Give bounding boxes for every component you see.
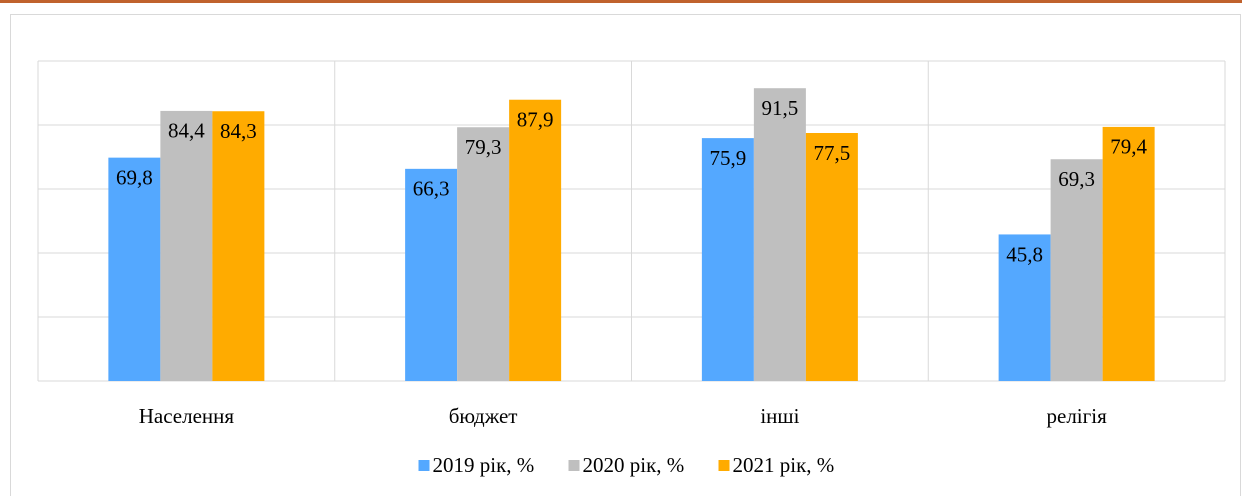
legend-swatch xyxy=(718,460,730,471)
x-tick-label: Населення xyxy=(139,404,235,428)
bar xyxy=(108,157,161,381)
data-label: 84,3 xyxy=(220,119,257,143)
bar xyxy=(1102,126,1155,381)
data-label: 79,4 xyxy=(1110,135,1147,159)
data-label: 69,3 xyxy=(1058,167,1095,191)
data-label: 69,8 xyxy=(116,165,153,189)
bar xyxy=(1050,159,1103,381)
bar xyxy=(998,234,1051,381)
bar xyxy=(701,138,754,381)
bar xyxy=(160,110,213,382)
bar xyxy=(509,99,562,381)
bar xyxy=(753,88,806,381)
data-label: 45,8 xyxy=(1006,242,1043,266)
legend-label: 2020 рік, % xyxy=(583,453,685,477)
data-label: 84,4 xyxy=(168,119,205,143)
bar xyxy=(212,111,265,382)
x-tick-label: інші xyxy=(760,404,799,428)
data-label: 66,3 xyxy=(413,177,450,201)
legend-swatch xyxy=(418,460,430,471)
chart-frame xyxy=(10,14,1241,496)
legend-swatch xyxy=(568,460,580,471)
legend-label: 2019 рік, % xyxy=(433,453,535,477)
bar xyxy=(457,127,510,382)
bar xyxy=(805,133,858,381)
x-tick-label: релігія xyxy=(1047,404,1108,428)
bar xyxy=(405,168,458,381)
data-label: 91,5 xyxy=(762,96,799,120)
data-label: 87,9 xyxy=(517,108,554,132)
data-label: 79,3 xyxy=(465,135,502,159)
data-label: 77,5 xyxy=(814,141,851,165)
data-label: 75,9 xyxy=(710,146,747,170)
top-rule xyxy=(0,0,1242,3)
legend-label: 2021 рік, % xyxy=(733,453,835,477)
x-tick-label: бюджет xyxy=(449,404,518,428)
